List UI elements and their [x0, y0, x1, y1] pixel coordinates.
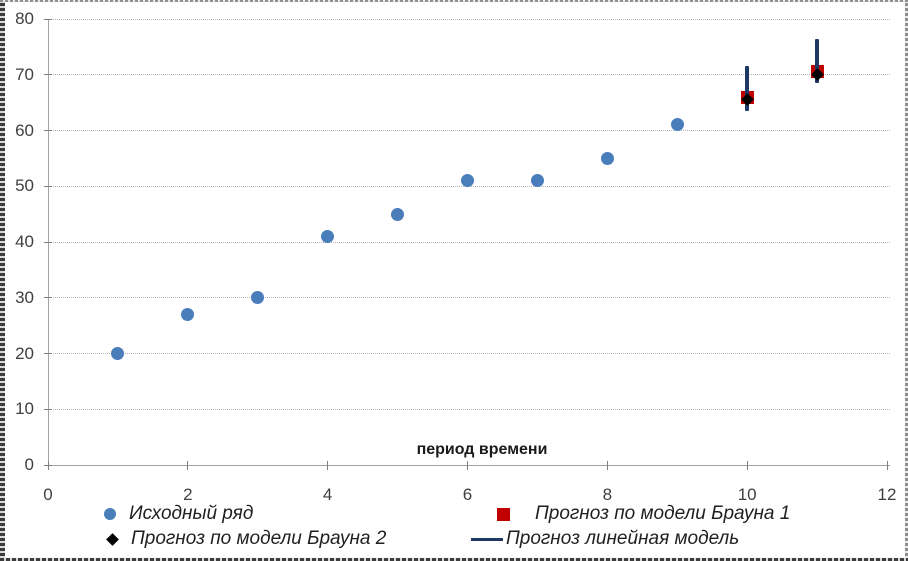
x-tick-label: 6	[462, 485, 473, 504]
x-axis-title: период времени	[416, 441, 548, 458]
frame-border-right	[905, 0, 908, 561]
y-gridline	[48, 74, 890, 76]
legend-item-original-series: Исходный ряд	[104, 502, 253, 526]
y-axis-tick	[44, 353, 52, 354]
frame-border-left	[0, 0, 5, 561]
x-axis-tick	[467, 461, 468, 470]
data-point-circle	[111, 347, 125, 360]
line-marker-icon	[471, 537, 503, 541]
y-tick-label: 50	[15, 176, 34, 196]
y-tick-label: 10	[15, 399, 34, 419]
legend-item-linear-model: Прогноз линейная модель	[471, 527, 739, 551]
data-point-circle	[530, 174, 544, 188]
x-tick-label: 4	[322, 485, 333, 504]
y-gridline	[48, 408, 890, 410]
x-tick-label: 12	[877, 485, 897, 504]
legend-label-linear-model: Прогноз линейная модель	[506, 528, 740, 549]
y-gridline	[48, 297, 890, 299]
y-tick-label: 40	[15, 232, 34, 251]
x-axis-line	[48, 465, 890, 466]
x-tick-label: 0	[43, 485, 53, 504]
x-tick-label: 2	[183, 485, 193, 504]
y-tick-label: 80	[15, 9, 34, 28]
x-axis-tick	[327, 461, 329, 470]
x-axis-tick	[47, 461, 49, 470]
frame-border-top	[0, 0, 908, 2]
y-tick-label: 20	[15, 343, 34, 363]
y-axis-tick	[44, 297, 52, 299]
y-tick-label: 70	[15, 64, 34, 84]
diamond-marker-icon	[106, 532, 119, 546]
data-point-circle	[670, 118, 684, 132]
y-axis-tick	[44, 408, 52, 410]
legend-item-brown-model-2: Прогноз по модели Брауна 2	[106, 527, 386, 551]
y-gridline	[48, 353, 890, 354]
legend-item-brown-model-1: Прогноз по модели Брауна 1	[497, 502, 790, 526]
data-point-circle	[251, 291, 265, 305]
data-point-circle	[321, 229, 335, 243]
y-gridline	[48, 18, 890, 20]
legend-label-original-series: Исходный ряд	[129, 503, 254, 524]
square-marker-icon	[497, 507, 510, 521]
x-axis-tick	[886, 461, 888, 470]
y-tick-label: 0	[24, 455, 34, 474]
y-axis-tick	[44, 18, 52, 20]
x-axis-tick	[746, 461, 748, 470]
legend-label-brown-model-2: Прогноз по модели Брауна 2	[131, 528, 387, 549]
data-point-circle	[600, 151, 614, 165]
y-gridline	[48, 241, 890, 243]
y-axis-tick	[44, 74, 52, 76]
y-axis-tick	[44, 185, 52, 187]
frame-border-bottom	[0, 558, 908, 561]
y-axis-tick	[44, 241, 52, 243]
y-gridline	[48, 130, 890, 131]
forecast-interval-line	[815, 38, 820, 84]
x-axis-tick	[187, 461, 189, 470]
y-tick-label: 60	[15, 120, 34, 140]
y-tick-label: 30	[15, 287, 34, 307]
forecast-interval-line	[745, 66, 750, 111]
y-axis-tick	[44, 130, 52, 131]
x-tick-label: 8	[602, 485, 613, 504]
legend-label-brown-model-1: Прогноз по модели Брауна 1	[535, 503, 791, 524]
data-point-circle	[181, 307, 195, 321]
circle-marker-icon	[104, 508, 116, 520]
data-point-circle	[461, 174, 474, 188]
data-point-circle	[391, 207, 405, 221]
x-tick-label: 10	[737, 485, 757, 504]
x-axis-tick	[606, 461, 608, 470]
